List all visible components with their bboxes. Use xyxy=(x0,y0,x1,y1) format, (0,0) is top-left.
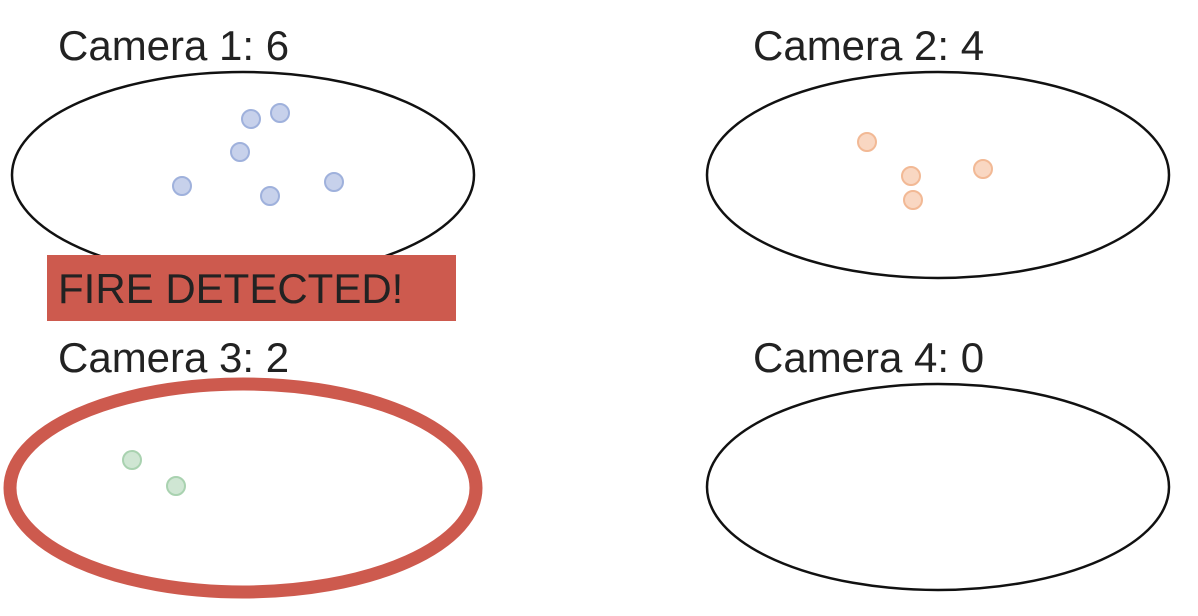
detections xyxy=(857,132,993,210)
alert-box xyxy=(47,255,456,321)
detection-dot xyxy=(857,132,877,152)
detection-dot xyxy=(260,186,280,206)
detection-dot xyxy=(172,176,192,196)
camera-view-alert xyxy=(3,377,483,599)
camera-panel: Camera 2: 4 xyxy=(705,22,1171,280)
camera-panel: Camera 4: 0 xyxy=(705,334,1171,592)
detection-dot xyxy=(973,159,993,179)
camera-label: Camera 2: 4 xyxy=(753,22,984,69)
camera-panel: Camera 1: 6 xyxy=(10,22,476,280)
camera-label: Camera 1: 6 xyxy=(58,22,289,69)
camera-view xyxy=(10,70,476,280)
detection-dot xyxy=(324,172,344,192)
camera-label: Camera 3: 2 xyxy=(58,334,289,381)
detections xyxy=(122,450,186,496)
camera-panel: Camera 3: 2 xyxy=(3,334,483,599)
camera-view xyxy=(705,70,1171,280)
camera-label: Camera 4: 0 xyxy=(753,334,984,381)
alert-text: FIRE DETECTED! xyxy=(58,265,403,312)
detection-dot xyxy=(901,166,921,186)
detection-dot xyxy=(166,476,186,496)
detection-dot xyxy=(241,109,261,129)
detections xyxy=(172,103,344,206)
alert: FIRE DETECTED! xyxy=(47,255,456,321)
detection-dot xyxy=(122,450,142,470)
detection-dot xyxy=(230,142,250,162)
camera-view xyxy=(705,382,1171,592)
detection-dot xyxy=(270,103,290,123)
detection-dot xyxy=(903,190,923,210)
